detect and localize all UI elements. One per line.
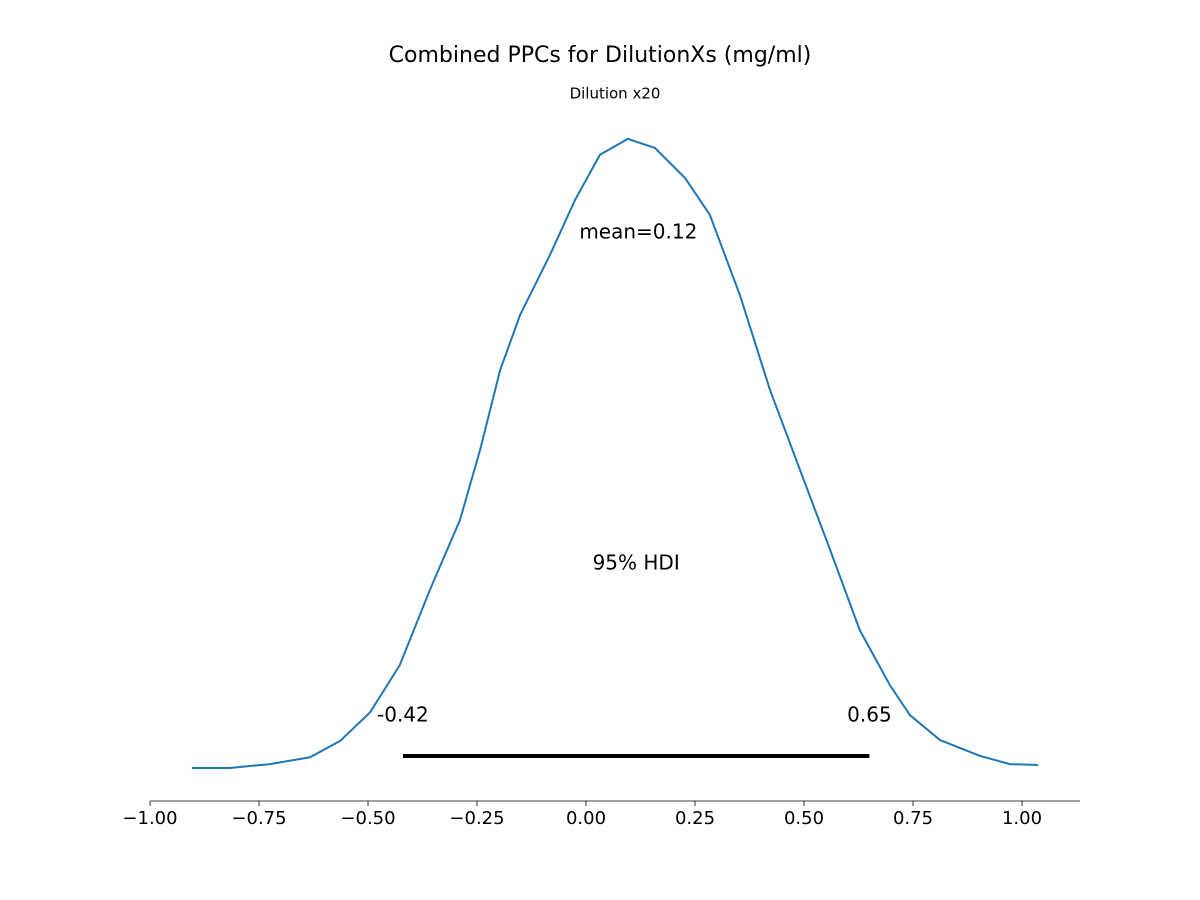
mean-label: mean=0.12 (579, 220, 697, 244)
x-tick-label: −1.00 (122, 808, 177, 829)
x-tick-label: −0.50 (340, 808, 395, 829)
chart-subtitle: Dilution x20 (570, 85, 661, 103)
x-tick-label: 0.50 (784, 808, 824, 829)
x-tick-label: −0.75 (231, 808, 286, 829)
hdi-low-label: -0.42 (377, 703, 429, 727)
x-tick-label: 0.75 (893, 808, 933, 829)
x-tick-label: 0.00 (566, 808, 606, 829)
density-line (191, 137, 1039, 769)
chart-title: Combined PPCs for DilutionXs (mg/ml) (389, 43, 812, 68)
x-tick-label: −0.25 (449, 808, 504, 829)
x-tick-label: 1.00 (1002, 808, 1042, 829)
hdi-label: 95% HDI (593, 551, 680, 575)
hdi-high-label: 0.65 (847, 703, 892, 727)
x-tick-label: 0.25 (675, 808, 715, 829)
